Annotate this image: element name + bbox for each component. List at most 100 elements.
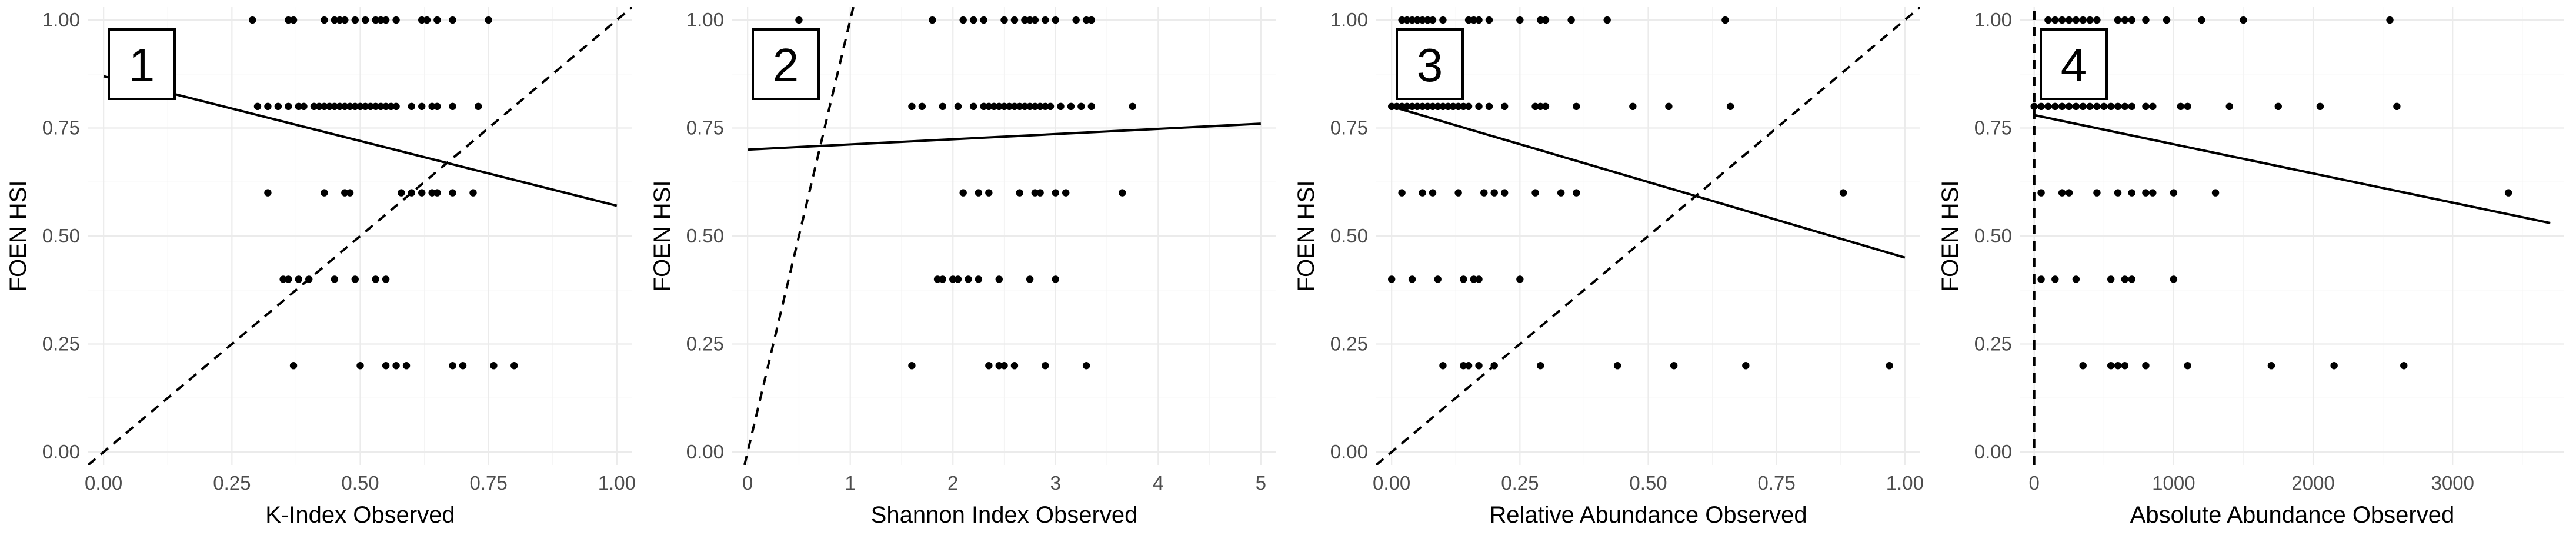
data-point [433,16,441,24]
data-point [310,102,318,111]
data-point [1439,16,1447,24]
grid [2020,7,2564,465]
data-point [1516,275,1524,283]
data-point [2079,16,2087,24]
data-point [449,102,456,111]
data-point [2086,16,2094,24]
y-axis-title: FOEN HSI [649,181,675,292]
data-point [1062,189,1070,197]
y-tick-label: 0.00 [1974,441,2012,463]
data-point [1460,361,1467,370]
data-point [1046,102,1055,111]
data-point [2128,16,2135,24]
data-point [449,189,456,197]
data-point [1470,16,1478,24]
data-point [1721,16,1729,24]
data-point [2330,361,2338,370]
data-point [285,102,292,111]
data-point [2058,102,2066,111]
data-point [2274,102,2282,111]
data-point [315,102,323,111]
data-point [372,16,379,24]
data-point [295,275,302,283]
y-tick-label: 0.25 [1974,333,2012,354]
panel-number-box [2040,28,2108,100]
data-point [2128,102,2135,111]
data-point [908,102,916,111]
data-point [2044,102,2052,111]
panel-number-box [1396,28,1464,100]
data-point [1016,189,1023,197]
x-tick-label: 1000 [2152,472,2195,494]
data-point [985,361,993,370]
data-point [1726,102,1734,111]
data-point [387,102,395,111]
panel-number-tag: 1 [108,28,176,100]
y-tick-label: 1.00 [42,9,80,31]
y-tick-label: 0.25 [1330,333,1368,354]
data-point [1403,16,1411,24]
data-point [428,189,436,197]
data-point [1010,102,1019,111]
data-point [1475,16,1483,24]
data-point [341,189,349,197]
data-point [346,102,354,111]
data-point [1475,361,1483,370]
data-point [362,16,369,24]
data-point [1387,102,1396,111]
data-point [1429,189,1437,197]
plot-area [743,7,1261,465]
y-tick-label: 1.00 [686,9,724,31]
data-point [1573,102,1580,111]
data-point [2393,102,2401,111]
data-point [279,275,287,283]
data-point [1052,189,1059,197]
data-point [1460,102,1467,111]
x-tick-label: 0.50 [1629,472,1667,494]
data-point [1573,189,1580,197]
data-point [377,102,385,111]
data-point [2225,102,2233,111]
data-point [985,189,993,197]
data-point [418,16,426,24]
x-tick-label: 3000 [2431,472,2474,494]
data-point [1072,16,1080,24]
data-point [2240,16,2247,24]
data-point [1454,102,1462,111]
data-point [959,189,967,197]
x-tick-label: 0.25 [213,472,251,494]
data-point [2316,102,2324,111]
data-point [969,16,977,24]
data-point [336,102,343,111]
data-point [2149,189,2157,197]
data-point [1000,16,1008,24]
y-tick-label: 0.00 [1330,441,1368,463]
data-point [2079,102,2087,111]
data-point [918,102,926,111]
data-point [274,102,282,111]
data-point [1419,102,1426,111]
data-point [2058,16,2066,24]
data-point [351,275,359,283]
data-point [285,275,292,283]
data-point [331,102,339,111]
data-point [2142,16,2150,24]
data-point [1413,16,1422,24]
data-point [2037,275,2045,283]
data-point [2400,361,2408,370]
data-point [1119,189,1126,197]
data-point [2093,189,2101,197]
y-tick-label: 0.50 [1974,225,2012,247]
data-point [975,189,983,197]
data-point [249,16,256,24]
data-point [2142,102,2150,111]
data-point [2170,275,2178,283]
data-point [433,102,441,111]
data-point [2184,361,2191,370]
y-axis-title: FOEN HSI [1293,181,1319,292]
panel-number-tag: 2 [752,28,820,100]
y-tick-label: 1.00 [1330,9,1368,31]
data-point [980,102,987,111]
regression-line [1391,105,1906,259]
data-point [1408,275,1416,283]
